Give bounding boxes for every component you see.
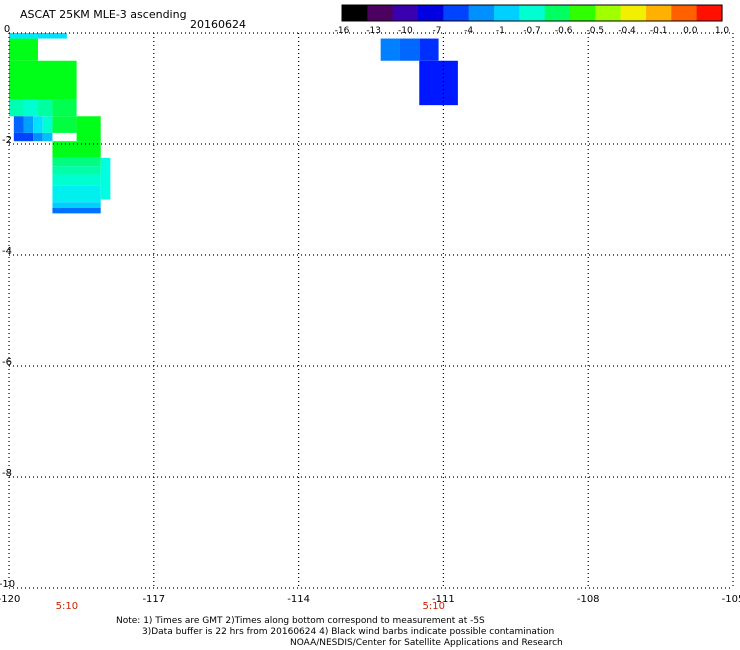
data-cell [23, 99, 38, 117]
data-cell [9, 99, 24, 117]
colorbar-frame [341, 4, 723, 22]
note-line-2: 3)Data buffer is 22 hrs from 20160624 4)… [142, 627, 555, 637]
chart-title: ASCAT 25KM MLE-3 ascending [20, 8, 187, 21]
x-tick-label: -105 [722, 594, 740, 605]
data-cell [42, 132, 53, 142]
colorbar-tick-label: -13 [366, 26, 381, 36]
y-tick-label: -2 [2, 135, 12, 146]
data-cell [13, 116, 24, 133]
data-cell [52, 157, 101, 167]
x-tick-label: -111 [432, 594, 455, 605]
y-tick-label: -10 [0, 579, 15, 590]
colorbar-swatch [696, 5, 723, 21]
data-cell [37, 99, 53, 117]
data-cell [399, 38, 420, 61]
data-cell [52, 99, 77, 117]
data-cell [9, 38, 38, 61]
data-cell [13, 132, 34, 142]
data-cell [9, 60, 77, 100]
colorbar-swatch [494, 5, 520, 21]
colorbar-tick-label: 0.0 [683, 26, 698, 36]
data-cell [52, 174, 101, 186]
colorbar-tick-label: -0.4 [618, 26, 636, 36]
colorbar-tick-label: 1.0 [715, 26, 730, 36]
colorbar-tick-label: -0.5 [587, 26, 605, 36]
colorbar-swatch [570, 5, 596, 21]
colorbar-swatch [646, 5, 672, 21]
x-tick-label: -120 [0, 594, 20, 605]
colorbar-tick-label: -4 [464, 26, 473, 36]
time-label: 5:10 [423, 601, 445, 612]
y-tick-label: -6 [2, 357, 12, 368]
colorbar-tick-label: -1 [496, 26, 505, 36]
data-cell [100, 157, 111, 200]
data-cell [23, 116, 34, 133]
colorbar-tick-label: -0.7 [523, 26, 541, 36]
data-cell [52, 166, 101, 175]
y-tick-label: -8 [2, 468, 12, 479]
note-line-1: Note: 1) Times are GMT 2)Times along bot… [116, 616, 485, 626]
data-cell [37, 33, 67, 39]
data-cell [52, 207, 101, 214]
colorbar-swatch [443, 5, 470, 21]
data-cell [33, 116, 43, 133]
note-line-3: NOAA/NESDIS/Center for Satellite Applica… [290, 638, 563, 648]
data-cell [42, 116, 53, 133]
colorbar-tick-label: -0.6 [555, 26, 573, 36]
colorbar-tick-label: -0.1 [650, 26, 668, 36]
colorbar-swatch [671, 5, 698, 21]
data-cell [419, 60, 458, 106]
time-label: 5:10 [56, 601, 78, 612]
colorbar-tick-label: -7 [433, 26, 442, 36]
x-tick-label: -117 [142, 594, 165, 605]
data-cell [33, 132, 43, 142]
data-cell [52, 116, 77, 133]
colorbar-swatch [342, 5, 368, 21]
colorbar-swatch [620, 5, 647, 21]
colorbar-swatch [468, 5, 495, 21]
colorbar-swatch [519, 5, 546, 21]
data-cell [52, 185, 101, 203]
y-tick-label: -4 [2, 246, 12, 257]
colorbar-tick-label: -16 [335, 26, 350, 36]
x-tick-label: -114 [287, 594, 310, 605]
chart-date: 20160624 [190, 18, 246, 31]
data-cell [9, 33, 38, 39]
y-tick-label: 0 [4, 24, 10, 35]
data-cell [76, 116, 101, 142]
colorbar-swatch [367, 5, 394, 21]
data-cell [419, 38, 439, 61]
data-cell [52, 202, 101, 208]
colorbar-swatch [418, 5, 444, 21]
x-tick-label: -108 [577, 594, 600, 605]
colorbar-tick-label: -10 [398, 26, 413, 36]
data-cell [52, 141, 101, 158]
colorbar-swatch [595, 5, 622, 21]
data-cell [380, 38, 400, 61]
colorbar-swatch [392, 5, 419, 21]
colorbar-swatch [544, 5, 571, 21]
